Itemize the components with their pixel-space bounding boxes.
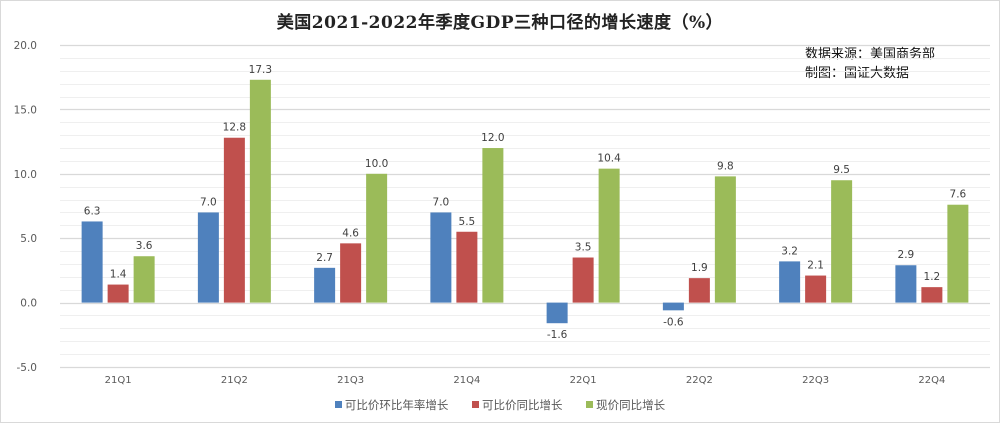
bar-22Q4-series-2 [947, 204, 969, 303]
data-label: 7.6 [950, 189, 967, 201]
bar-21Q4-series-2 [482, 148, 504, 303]
y-tick-label: 15.0 [14, 104, 37, 116]
bar-22Q1-series-2 [598, 168, 620, 303]
x-tick-label: 22Q2 [686, 375, 713, 386]
bar-21Q1-series-0 [81, 221, 103, 303]
legend-item-series-0: 可比价环比年率增长 [334, 397, 449, 413]
legend-item-series-2: 现价同比增长 [586, 397, 665, 413]
data-label: 12.0 [481, 132, 504, 144]
data-label: 3.6 [136, 240, 153, 252]
x-tick-label: 21Q4 [453, 375, 480, 386]
bar-22Q2-series-2 [714, 176, 736, 303]
bar-21Q3-series-2 [366, 173, 388, 303]
bar-21Q2-series-0 [197, 212, 219, 303]
data-label: 2.7 [316, 252, 333, 264]
legend-swatch [472, 401, 479, 408]
data-label: 7.0 [200, 196, 217, 208]
legend-label: 现价同比增长 [596, 398, 666, 412]
data-label: 3.5 [575, 242, 592, 254]
legend-swatch [334, 401, 342, 408]
bar-22Q1-series-0 [546, 302, 568, 324]
data-label: 1.2 [924, 271, 941, 283]
data-label: -0.6 [663, 316, 684, 328]
data-label: 4.6 [342, 227, 359, 239]
x-tick-label: 21Q2 [221, 375, 248, 386]
x-tick-label: 22Q1 [570, 375, 597, 386]
bar-21Q2-series-2 [249, 79, 271, 303]
data-label: 12.8 [223, 122, 246, 134]
y-tick-label: 5.0 [20, 233, 37, 245]
data-label: 1.4 [110, 269, 127, 281]
data-label: 10.0 [365, 158, 388, 170]
data-label: 2.1 [807, 260, 824, 272]
bar-22Q3-series-1 [805, 275, 827, 303]
bar-22Q4-series-0 [895, 265, 917, 303]
data-label: 1.9 [691, 262, 708, 274]
data-label: 2.9 [898, 249, 915, 261]
legend-label: 可比价同比增长 [482, 398, 563, 412]
x-tick-label: 22Q4 [918, 375, 945, 386]
data-label: 3.2 [781, 245, 798, 257]
bar-21Q3-series-0 [314, 267, 336, 303]
y-axis: -5.0 0.0 5.0 10.0 15.0 20.0 [14, 40, 37, 374]
y-tick-label: 0.0 [20, 298, 37, 310]
source-line-credit: 制图：国证大数据 [805, 66, 910, 81]
bar-22Q2-series-1 [688, 278, 710, 303]
legend: 可比价环比年率增长 可比价同比增长 现价同比增长 [0, 397, 1000, 413]
x-tick-label: 21Q3 [337, 375, 364, 386]
bar-21Q1-series-1 [107, 284, 129, 303]
data-label: 10.4 [597, 153, 621, 165]
legend-item-series-1: 可比价同比增长 [472, 397, 563, 413]
data-label: 6.3 [84, 205, 101, 217]
chart-title: 美国2021-2022年季度GDP三种口径的增长速度（%） [276, 13, 724, 33]
x-axis: 21Q1 21Q2 21Q3 21Q4 22Q1 22Q2 22Q3 22Q4 [105, 375, 946, 386]
x-tick-label: 21Q1 [105, 375, 132, 386]
data-labels: 6.3 1.4 3.6 7.0 12.8 17.3 2.7 4.6 10.0 7.0 5.5 12.0… [84, 64, 967, 341]
bar-21Q2-series-1 [223, 137, 245, 303]
data-label: 7.0 [433, 196, 450, 208]
y-tick-label: 20.0 [14, 40, 37, 52]
data-label: 17.3 [249, 64, 272, 76]
bar-22Q4-series-1 [921, 287, 943, 303]
bar-21Q4-series-1 [456, 231, 478, 303]
data-label: 5.5 [459, 216, 476, 228]
legend-label: 可比价环比年率增长 [344, 398, 449, 412]
y-tick-label: -5.0 [17, 362, 38, 374]
y-tick-label: 10.0 [14, 169, 37, 181]
data-label: 9.5 [833, 164, 850, 176]
data-label: 9.8 [717, 160, 734, 172]
bar-22Q3-series-0 [779, 261, 801, 303]
bar-22Q3-series-2 [831, 180, 853, 303]
bar-21Q4-series-0 [430, 212, 452, 303]
bar-21Q1-series-2 [133, 256, 155, 303]
bar-22Q2-series-0 [662, 302, 684, 311]
x-tick-label: 22Q3 [802, 375, 829, 386]
data-label: -1.6 [547, 329, 568, 341]
bar-22Q1-series-1 [572, 257, 594, 303]
legend-swatch [586, 401, 594, 408]
bar-21Q3-series-1 [340, 243, 362, 303]
bars [81, 79, 969, 324]
